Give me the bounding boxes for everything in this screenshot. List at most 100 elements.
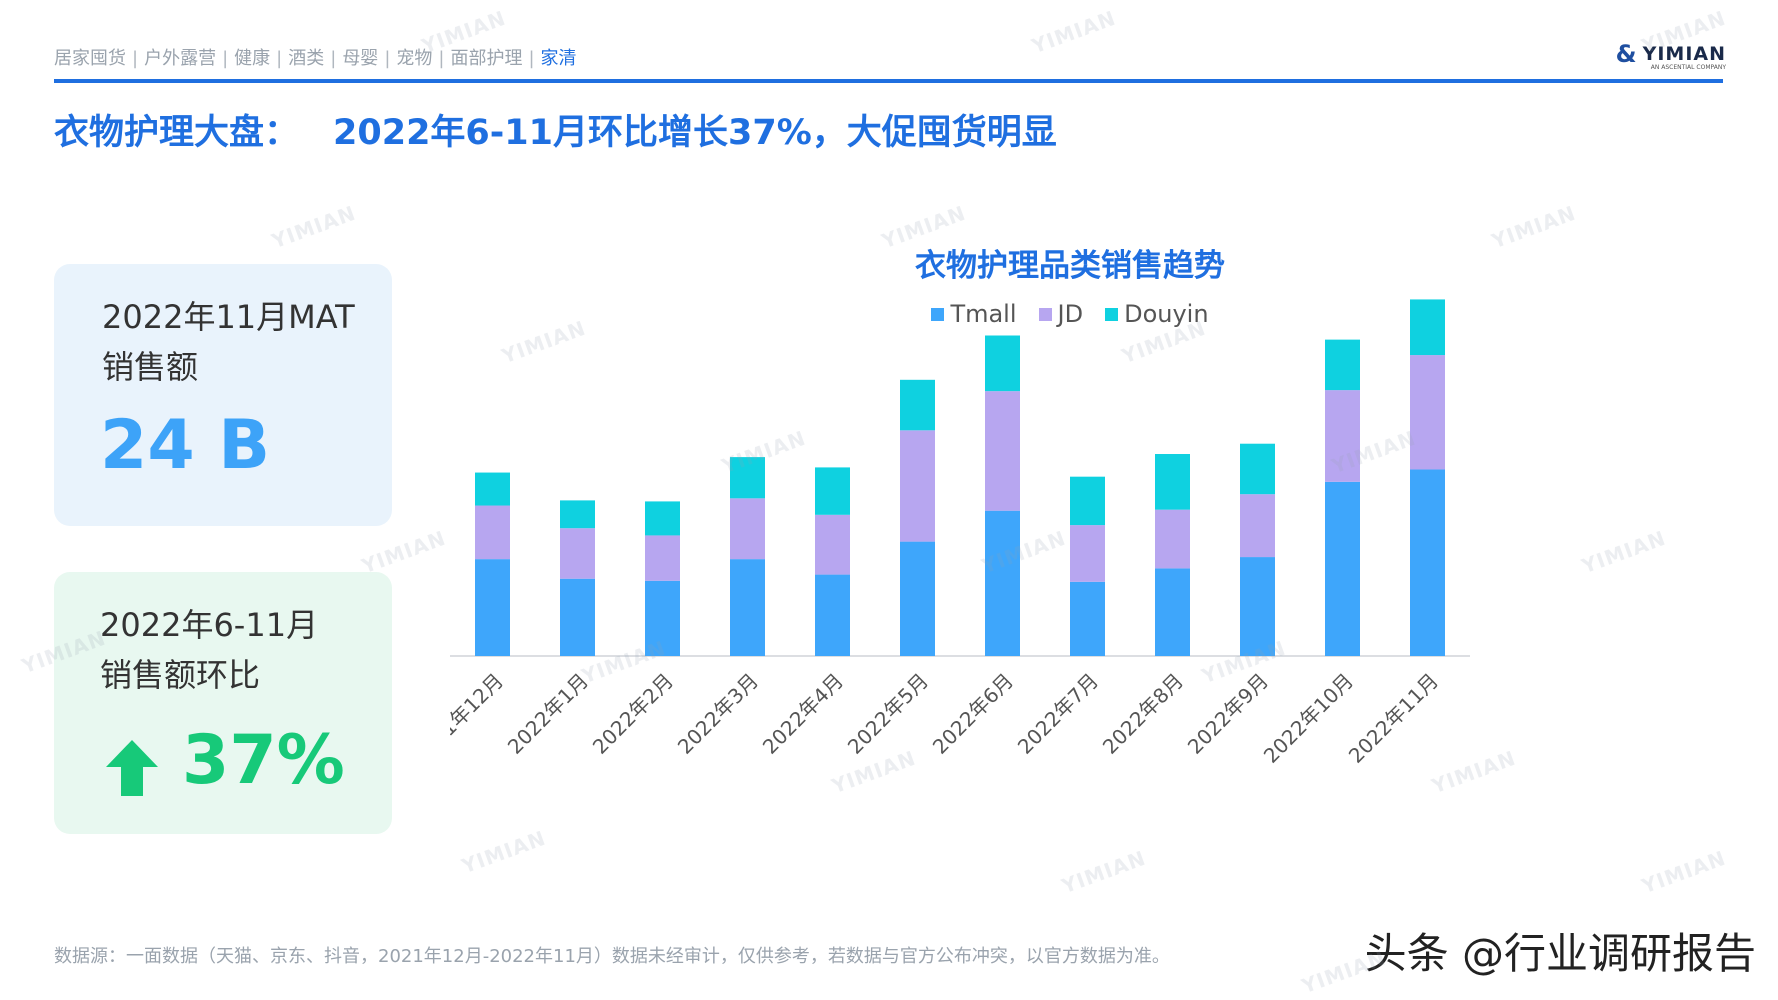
page-title-headline: 2022年6-11月环比增长37%，大促囤货明显: [333, 113, 1057, 153]
nav-item[interactable]: 家清: [540, 48, 577, 69]
chart-legend: Tmall JD Douyin: [450, 300, 1690, 328]
bar-douyin-5: [900, 379, 935, 431]
nav-separator: |: [276, 48, 283, 69]
logo-subtext: AN ASCENTIAL COMPANY: [1650, 64, 1726, 71]
bar-tmall-7: [1070, 581, 1105, 656]
page-title: 衣物护理大盘： 2022年6-11月环比增长37%，大促囤货明显: [54, 104, 1057, 155]
mom-card-label: 2022年6-11月 销售额环比: [100, 600, 318, 700]
mat-card-label-line1: 2022年11月MAT: [102, 298, 355, 336]
bar-douyin-8: [1155, 454, 1190, 510]
bar-douyin-9: [1240, 443, 1275, 495]
legend-item: JD: [1038, 300, 1084, 328]
nav-item[interactable]: 母婴: [342, 48, 379, 69]
nav-item[interactable]: 居家囤货: [54, 48, 126, 69]
legend-swatch: [1105, 307, 1119, 321]
bar-jd-3: [730, 498, 765, 560]
nav-separator: |: [132, 48, 139, 69]
category-nav: 居家囤货 | 户外露营 | 健康 | 酒类 | 母婴 | 宠物 | 面部护理 | 家清: [54, 44, 577, 70]
nav-item[interactable]: 宠物: [396, 48, 433, 69]
header-divider: [54, 79, 1723, 83]
bar-douyin-4: [815, 467, 850, 515]
bar-tmall-3: [730, 559, 765, 656]
x-tick-label: 2022年10月: [1259, 669, 1358, 768]
x-tick-label: 2022年9月: [1183, 669, 1273, 759]
x-tick-label: 2021年12月: [450, 669, 508, 768]
chart-plot: 2021年12月2022年1月2022年2月2022年3月2022年4月2022…: [450, 299, 1470, 768]
bar-douyin-2: [645, 501, 680, 536]
bar-tmall-1: [560, 578, 595, 656]
bar-jd-6: [985, 391, 1020, 511]
bar-jd-2: [645, 535, 680, 581]
bar-jd-9: [1240, 494, 1275, 558]
nav-item[interactable]: 户外露营: [144, 48, 217, 69]
legend-swatch: [1038, 307, 1052, 321]
mat-card-label: 2022年11月MAT 销售额: [102, 292, 355, 392]
bar-douyin-6: [985, 335, 1020, 392]
x-tick-label: 2022年8月: [1098, 669, 1188, 759]
nav-item[interactable]: 健康: [234, 48, 271, 69]
bar-jd-5: [900, 430, 935, 542]
bar-douyin-3: [730, 457, 765, 499]
x-tick-label: 2022年2月: [588, 669, 678, 759]
mat-card-label-line2: 销售额: [102, 348, 199, 386]
bar-jd-4: [815, 514, 850, 575]
nav-item[interactable]: 酒类: [288, 48, 325, 69]
publisher-credit: 头条 @行业调研报告: [1364, 929, 1756, 978]
bar-douyin-1: [560, 500, 595, 529]
mom-growth-card: 2022年6-11月 销售额环比 37%: [54, 572, 392, 834]
mat-card-value: 24 B: [100, 406, 271, 485]
mom-card-label-line1: 2022年6-11月: [100, 606, 319, 644]
x-tick-label: 2022年4月: [758, 669, 848, 759]
bar-jd-1: [560, 528, 595, 579]
data-source-note: 数据源：一面数据（天猫、京东、抖音，2021年12月-2022年11月）数据未经…: [54, 946, 1170, 967]
bar-jd-0: [475, 505, 510, 560]
bar-jd-8: [1155, 509, 1190, 569]
chart-title: 衣物护理品类销售趋势: [915, 248, 1225, 284]
nav-separator: |: [384, 48, 391, 69]
brand-logo: & YIMIAN AN ASCENTIAL COMPANY: [1615, 40, 1726, 71]
bar-tmall-5: [900, 541, 935, 656]
nav-separator: |: [330, 48, 337, 69]
legend-label: Tmall: [950, 300, 1017, 328]
x-tick-label: 2022年6月: [928, 669, 1018, 759]
watermark: YIMIAN: [1028, 5, 1119, 59]
bar-tmall-4: [815, 574, 850, 656]
bar-tmall-2: [645, 580, 680, 656]
bar-tmall-11: [1410, 469, 1445, 656]
bar-tmall-0: [475, 559, 510, 656]
legend-swatch: [931, 307, 945, 321]
bar-tmall-8: [1155, 568, 1190, 656]
up-arrow-icon: [106, 740, 158, 796]
bar-tmall-6: [985, 510, 1020, 656]
watermark: YIMIAN: [358, 525, 449, 579]
mom-card-label-line2: 销售额环比: [100, 656, 261, 694]
mat-sales-card: 2022年11月MAT 销售额 24 B: [54, 264, 392, 526]
bar-douyin-7: [1070, 476, 1105, 526]
legend-item: Douyin: [1105, 300, 1209, 328]
bar-tmall-10: [1325, 481, 1360, 656]
nav-separator: |: [438, 48, 445, 69]
legend-label: JD: [1057, 300, 1084, 328]
x-tick-label: 2022年11月: [1344, 669, 1443, 768]
bar-douyin-11: [1410, 299, 1445, 356]
x-tick-label: 2022年1月: [503, 669, 593, 759]
nav-item[interactable]: 面部护理: [450, 48, 523, 69]
legend-item: Tmall: [931, 300, 1017, 328]
logo-text: YIMIAN: [1642, 43, 1726, 65]
x-tick-label: 2022年5月: [843, 669, 933, 759]
x-tick-label: 2022年3月: [673, 669, 763, 759]
bar-jd-7: [1070, 525, 1105, 582]
x-tick-label: 2022年7月: [1013, 669, 1103, 759]
sales-trend-chart: 衣物护理品类销售趋势 Tmall JD Douyin 2021年12月 2022年1月…: [450, 225, 1690, 925]
legend-label: Douyin: [1124, 300, 1209, 328]
bar-jd-11: [1410, 355, 1445, 470]
nav-separator: |: [528, 48, 535, 69]
logo-icon: &: [1615, 40, 1637, 68]
bar-douyin-10: [1325, 339, 1360, 391]
bar-tmall-9: [1240, 557, 1275, 656]
bar-douyin-0: [475, 472, 510, 506]
mom-card-value: 37%: [182, 721, 345, 800]
watermark: YIMIAN: [268, 200, 359, 254]
page-title-prefix: 衣物护理大盘：: [54, 113, 300, 153]
